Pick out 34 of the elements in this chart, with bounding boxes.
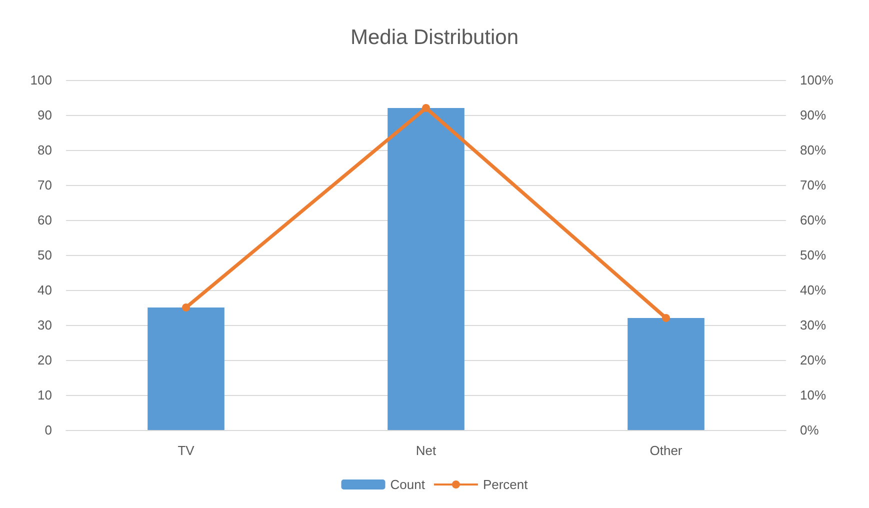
y2-tick-label: 50% (800, 248, 826, 262)
x-tick-label: TV (178, 443, 195, 458)
y2-tick-label: 20% (800, 352, 826, 368)
y2-tick-label: 0% (800, 422, 820, 438)
y-tick-label: 80 (38, 142, 52, 158)
y2-tick-label: 30% (800, 318, 826, 332)
y2-tick-label: 100% (800, 72, 834, 88)
y-tick-label: 100 (30, 72, 52, 88)
y2-tick-label: 10% (800, 388, 826, 402)
chart-title: Media Distribution (350, 26, 519, 49)
x-tick-label: Other (650, 443, 683, 458)
y2-tick-label: 80% (800, 142, 826, 158)
point (662, 314, 670, 322)
y-tick-label: 30 (38, 318, 52, 332)
y-tick-label: 40 (38, 282, 52, 298)
bar (388, 108, 464, 430)
point (182, 304, 190, 312)
y-tick-label: 50 (38, 248, 52, 262)
x-tick-label: Net (416, 443, 436, 458)
y-tick-label: 10 (38, 388, 52, 402)
y2-tick-label: 70% (800, 178, 826, 192)
bar (148, 308, 224, 430)
y-tick-label: 70 (38, 178, 52, 192)
point (422, 104, 430, 112)
legend-label: Percent (482, 477, 528, 492)
bar (628, 318, 704, 430)
y2-tick-label: 40% (800, 282, 826, 298)
y2-tick-label: 90% (800, 108, 826, 122)
y-tick-label: 20 (38, 352, 52, 368)
y-tick-label: 90 (38, 108, 52, 122)
legend-label: Count (390, 477, 426, 492)
y-tick-label: 60 (38, 212, 52, 228)
y-tick-label: 0 (44, 422, 52, 438)
y2-tick-label: 60% (800, 212, 826, 228)
